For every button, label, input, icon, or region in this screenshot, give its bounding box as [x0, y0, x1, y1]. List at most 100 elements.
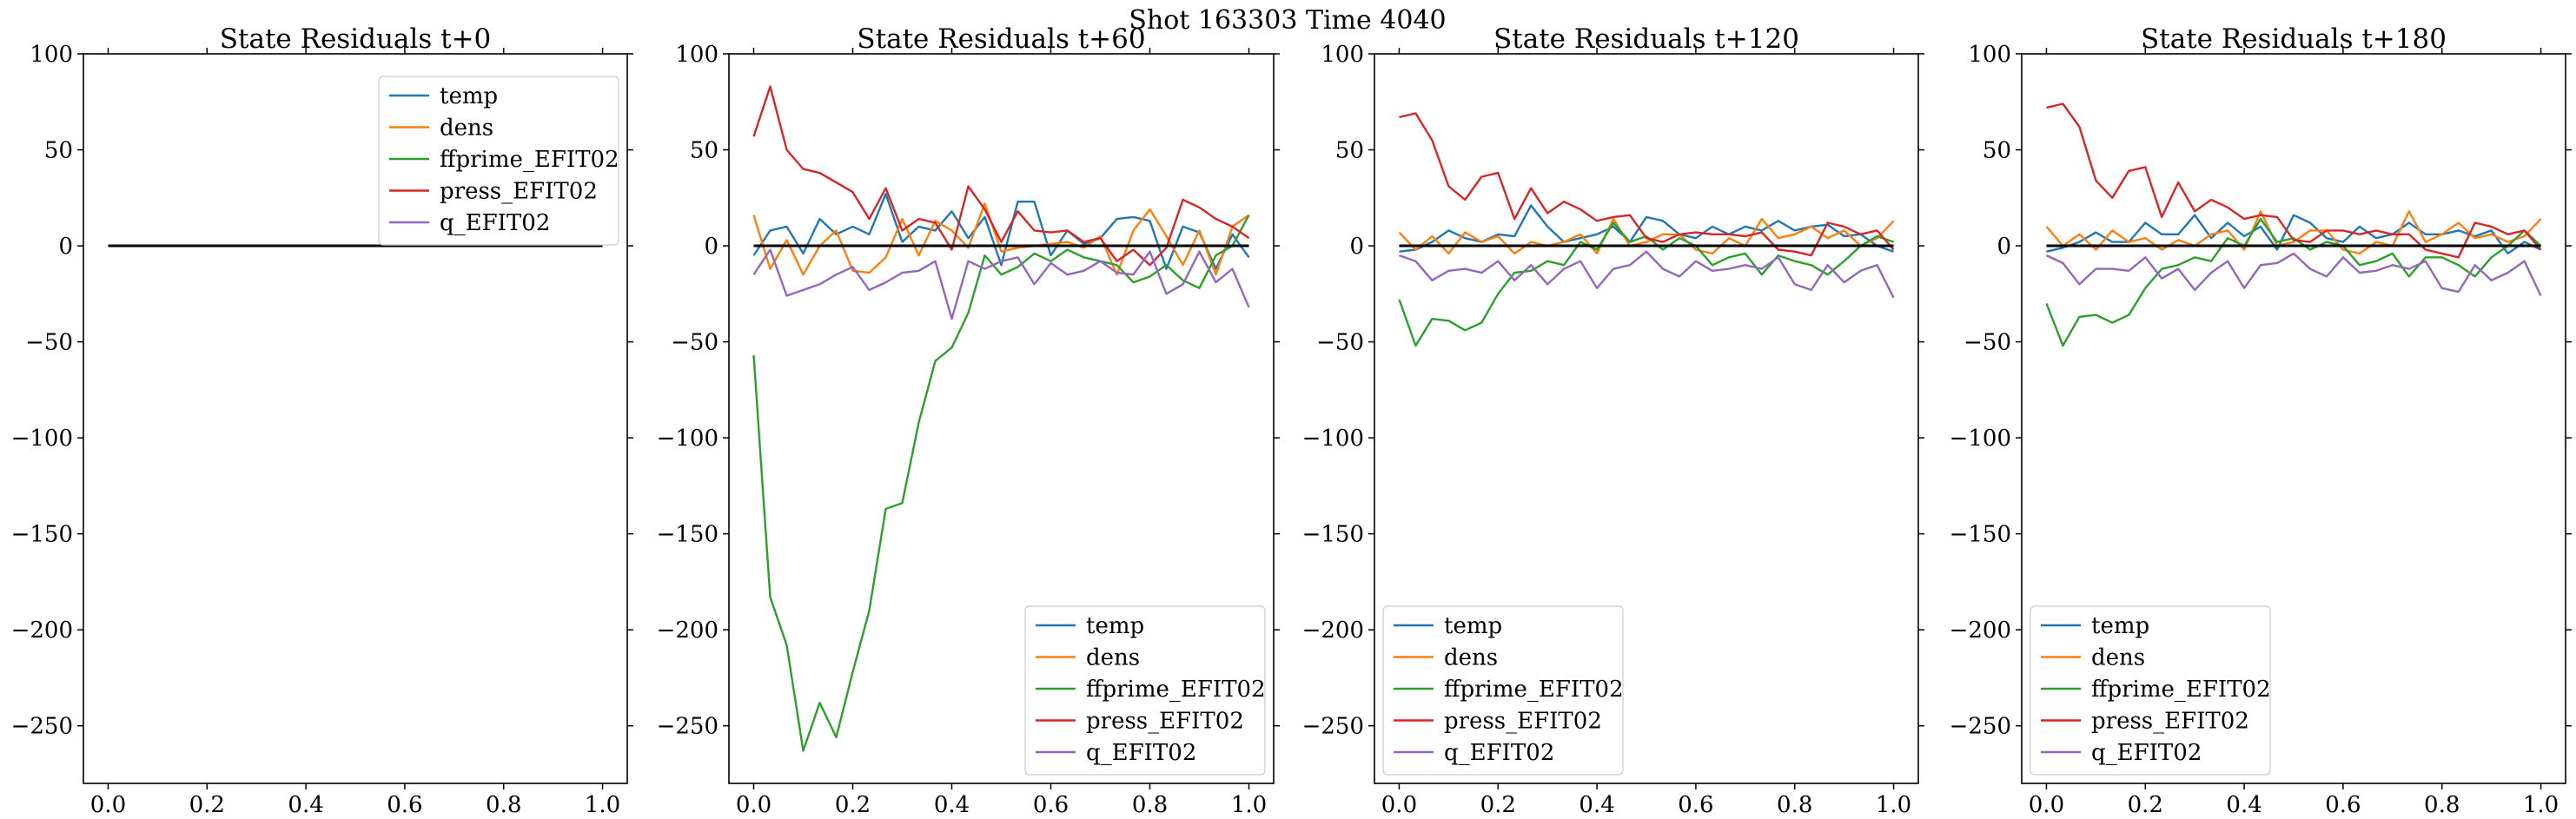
series-line-dens	[2045, 210, 2542, 255]
x-tick-label: 0.2	[189, 792, 225, 818]
chart-title: State Residuals t+60	[857, 23, 1145, 55]
plot-area	[1398, 112, 1895, 347]
y-tick-label: −100	[11, 426, 73, 452]
x-tick-label: 0.0	[2029, 792, 2064, 818]
legend-label: temp	[1086, 613, 1144, 639]
series-line-dens	[752, 202, 1250, 276]
legend-label: press_EFIT02	[440, 179, 598, 205]
y-tick-label: −100	[1302, 426, 1364, 452]
x-tick-label: 0.4	[2226, 792, 2261, 818]
series-line-ffprime_EFIT02	[752, 215, 1250, 752]
legend-label: press_EFIT02	[2091, 709, 2249, 735]
x-tick-label: 0.2	[835, 792, 871, 818]
y-tick-label: −250	[1302, 714, 1364, 740]
legend: temp dens ffprime_EFIT02 press_EFIT02 q_EFIT…	[378, 76, 619, 246]
legend-label: temp	[440, 83, 498, 109]
chart-title: State Residuals t+180	[2141, 23, 2447, 55]
x-tick-label: 0.6	[387, 792, 422, 818]
x-tick-label: 0.6	[1033, 792, 1069, 818]
y-tick-label: 50	[1983, 138, 2011, 164]
chart-panel-0: State Residuals t+0 0.0 0.2 0.4 0.6 0.8 1.0 100…	[11, 23, 633, 818]
x-tick-label: 1.0	[1876, 792, 1911, 818]
legend-label: q_EFIT02	[440, 210, 550, 236]
y-tick-label: 50	[1335, 138, 1364, 164]
series-line-dens	[1398, 217, 1895, 255]
axes-frame	[2021, 53, 2566, 784]
legend: temp dens ffprime_EFIT02 press_EFIT02 q_EFIT…	[2030, 605, 2271, 776]
y-tick-label: −50	[1316, 330, 1364, 356]
chart-title: State Residuals t+120	[1493, 23, 1799, 55]
y-tick-label: 0	[704, 234, 718, 260]
y-tick-label: −250	[11, 714, 73, 740]
x-tick-label: 0.4	[1579, 792, 1614, 818]
legend: temp dens ffprime_EFIT02 press_EFIT02 q_EFIT…	[1382, 605, 1624, 776]
series-line-q_EFIT02	[2045, 252, 2542, 297]
legend-label: press_EFIT02	[1086, 709, 1244, 735]
y-tick-label: 50	[690, 138, 718, 164]
legend-label: ffprime_EFIT02	[1444, 677, 1624, 703]
x-tick-label: 0.8	[1777, 792, 1812, 818]
x-tick-label: 0.2	[2128, 792, 2163, 818]
legend-label: dens	[440, 116, 493, 142]
figure-suptitle: Shot 163303 Time 4040	[1129, 5, 1446, 36]
legend-label: dens	[1444, 645, 1498, 671]
y-tick-label: −250	[1950, 714, 2011, 740]
y-tick-label: −200	[1302, 618, 1364, 644]
chart-panel-1: State Residuals t+60 0.0 0.2 0.4 0.6 0.8 1.0 10…	[657, 23, 1280, 818]
y-tick-label: −150	[11, 522, 73, 548]
chart-title: State Residuals t+0	[220, 23, 491, 55]
x-tick-label: 0.8	[486, 792, 521, 818]
series-line-temp	[752, 193, 1250, 270]
y-tick-label: −100	[657, 426, 718, 452]
y-tick-label: 100	[1968, 42, 2011, 68]
y-tick-label: −200	[657, 618, 718, 644]
chart-panel-2: State Residuals t+120 0.0 0.2 0.4 0.6 0.8 1.0 1…	[1302, 23, 1924, 818]
legend-label: ffprime_EFIT02	[1086, 677, 1266, 703]
y-tick-label: −100	[1950, 426, 2011, 452]
axes-frame	[83, 53, 628, 784]
x-tick-label: 0.6	[1678, 792, 1713, 818]
y-tick-label: −50	[671, 330, 718, 356]
legend: temp dens ffprime_EFIT02 press_EFIT02 q_EFIT…	[1024, 605, 1266, 776]
legend-box	[2030, 605, 2271, 776]
series-line-press_EFIT02	[1399, 112, 1895, 257]
legend-label: dens	[1086, 645, 1140, 671]
x-tick-label: 0.4	[288, 792, 323, 818]
x-tick-label: 1.0	[1231, 792, 1267, 818]
x-tick-label: 0.6	[2325, 792, 2361, 818]
series-line-press_EFIT02	[2046, 102, 2542, 259]
x-tick-label: 1.0	[2523, 792, 2559, 818]
legend-label: temp	[1444, 613, 1502, 639]
legend-label: q_EFIT02	[2091, 740, 2202, 766]
series-line-press_EFIT02	[752, 85, 1250, 267]
x-tick-label: 0.0	[736, 792, 771, 818]
series-line-temp	[2046, 214, 2542, 255]
y-tick-label: 0	[1349, 234, 1364, 260]
axes-frame	[728, 53, 1275, 784]
chart-panel-3: State Residuals t+180 0.0 0.2 0.4 0.6 0.8 1.0 1…	[1950, 23, 2572, 818]
series-line-q_EFIT02	[752, 248, 1250, 320]
y-tick-label: −50	[25, 330, 73, 356]
legend-box	[378, 76, 619, 246]
plot-area	[2045, 102, 2542, 347]
axes-frame	[1374, 53, 1919, 784]
y-tick-label: 0	[1997, 234, 2011, 260]
y-tick-label: −250	[657, 714, 718, 740]
legend-label: press_EFIT02	[1444, 709, 1602, 735]
legend-label: dens	[2091, 645, 2145, 671]
x-tick-label: 0.2	[1480, 792, 1516, 818]
y-tick-label: 100	[675, 42, 718, 68]
x-tick-label: 1.0	[585, 792, 620, 818]
y-tick-label: −200	[11, 618, 73, 644]
x-tick-label: 0.8	[2424, 792, 2460, 818]
plot-area	[752, 85, 1250, 752]
legend-box	[1024, 605, 1266, 776]
x-tick-label: 0.4	[934, 792, 970, 818]
y-tick-label: 50	[44, 138, 73, 164]
y-tick-label: −200	[1950, 618, 2011, 644]
series-line-ffprime_EFIT02	[2045, 217, 2542, 347]
legend-box	[1382, 605, 1624, 776]
legend-label: q_EFIT02	[1086, 740, 1196, 766]
legend-label: q_EFIT02	[1444, 740, 1554, 766]
